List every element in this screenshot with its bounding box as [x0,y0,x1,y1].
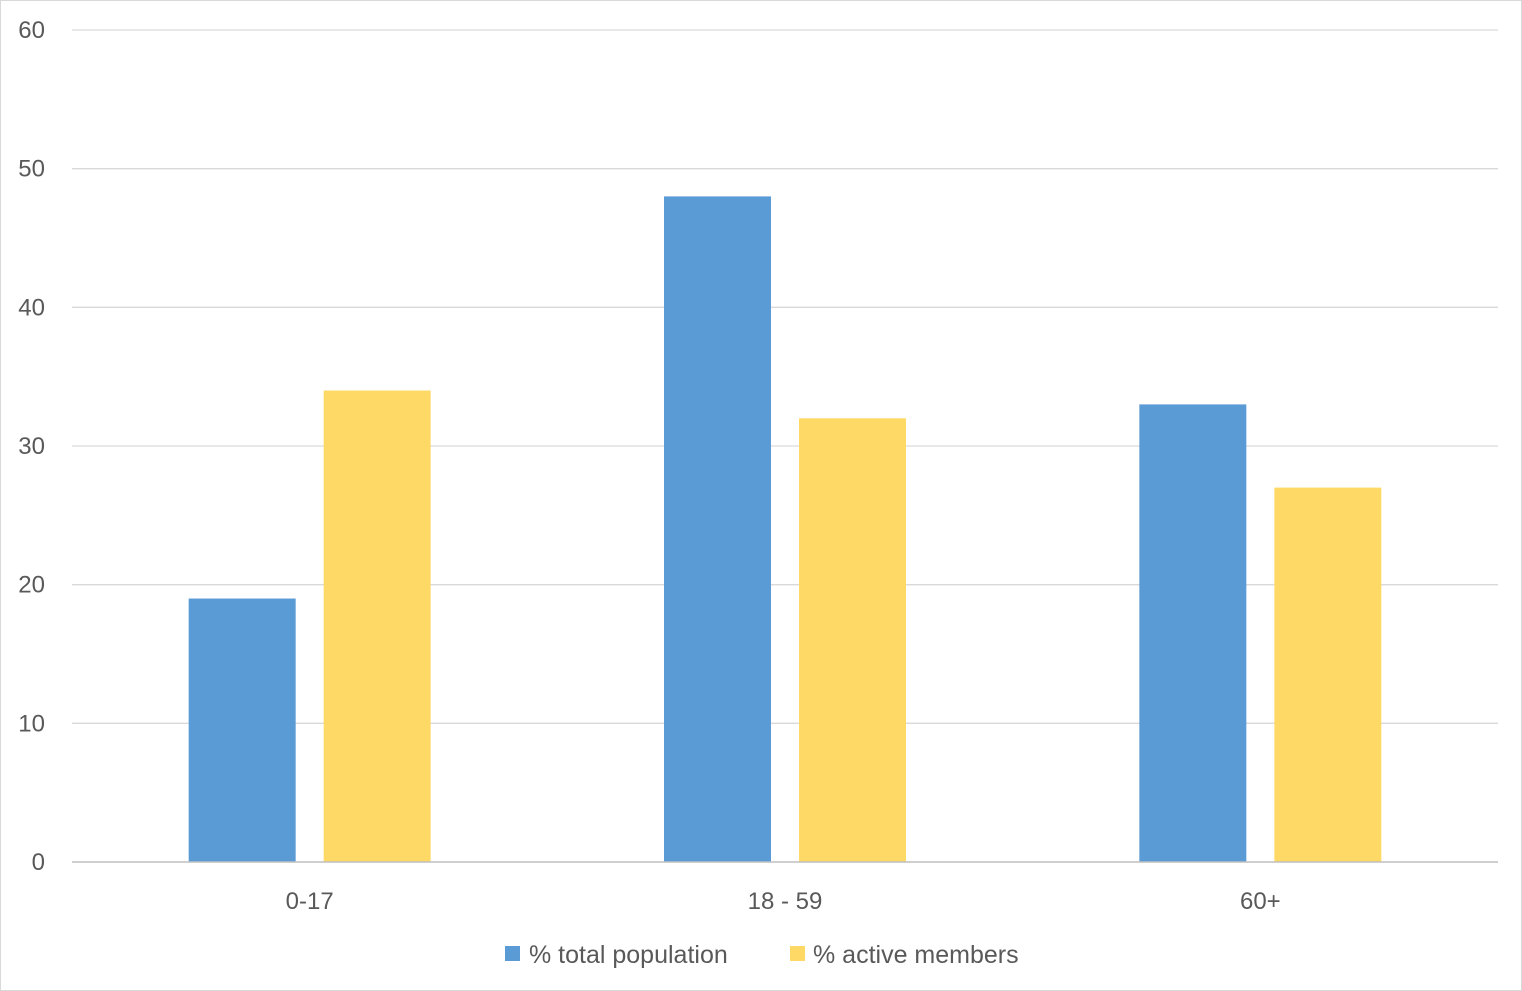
y-tick-label: 0 [32,849,45,876]
y-axis-tick-labels: 0 10 20 30 40 50 60 [18,17,45,876]
bars [188,196,1382,862]
legend-label-0: % total population [529,941,728,969]
y-tick-label: 40 [18,294,45,321]
y-tick-label: 30 [18,433,45,460]
x-tick-label: 0-17 [286,888,334,915]
x-tick-label: 60+ [1240,888,1281,915]
legend-swatch-1 [790,946,805,961]
bar-active-members-1 [799,418,906,862]
legend-label-1: % active members [813,941,1019,969]
bar-active-members-0 [323,390,431,862]
bar-active-members-2 [1274,487,1382,862]
y-tick-label: 60 [18,17,45,44]
gridlines [72,29,1498,724]
y-tick-label: 50 [18,156,45,183]
legend-swatch-0 [505,946,520,961]
bar-total-population-1 [664,196,771,862]
y-tick-label: 20 [18,572,45,599]
y-tick-label: 10 [18,710,45,737]
bar-total-population-0 [188,598,296,862]
x-tick-label: 18 - 59 [748,888,823,915]
legend: % total population % active members [505,941,1019,969]
bar-total-population-2 [1139,404,1247,862]
x-axis-tick-labels: 0-17 18 - 59 60+ [286,888,1281,915]
